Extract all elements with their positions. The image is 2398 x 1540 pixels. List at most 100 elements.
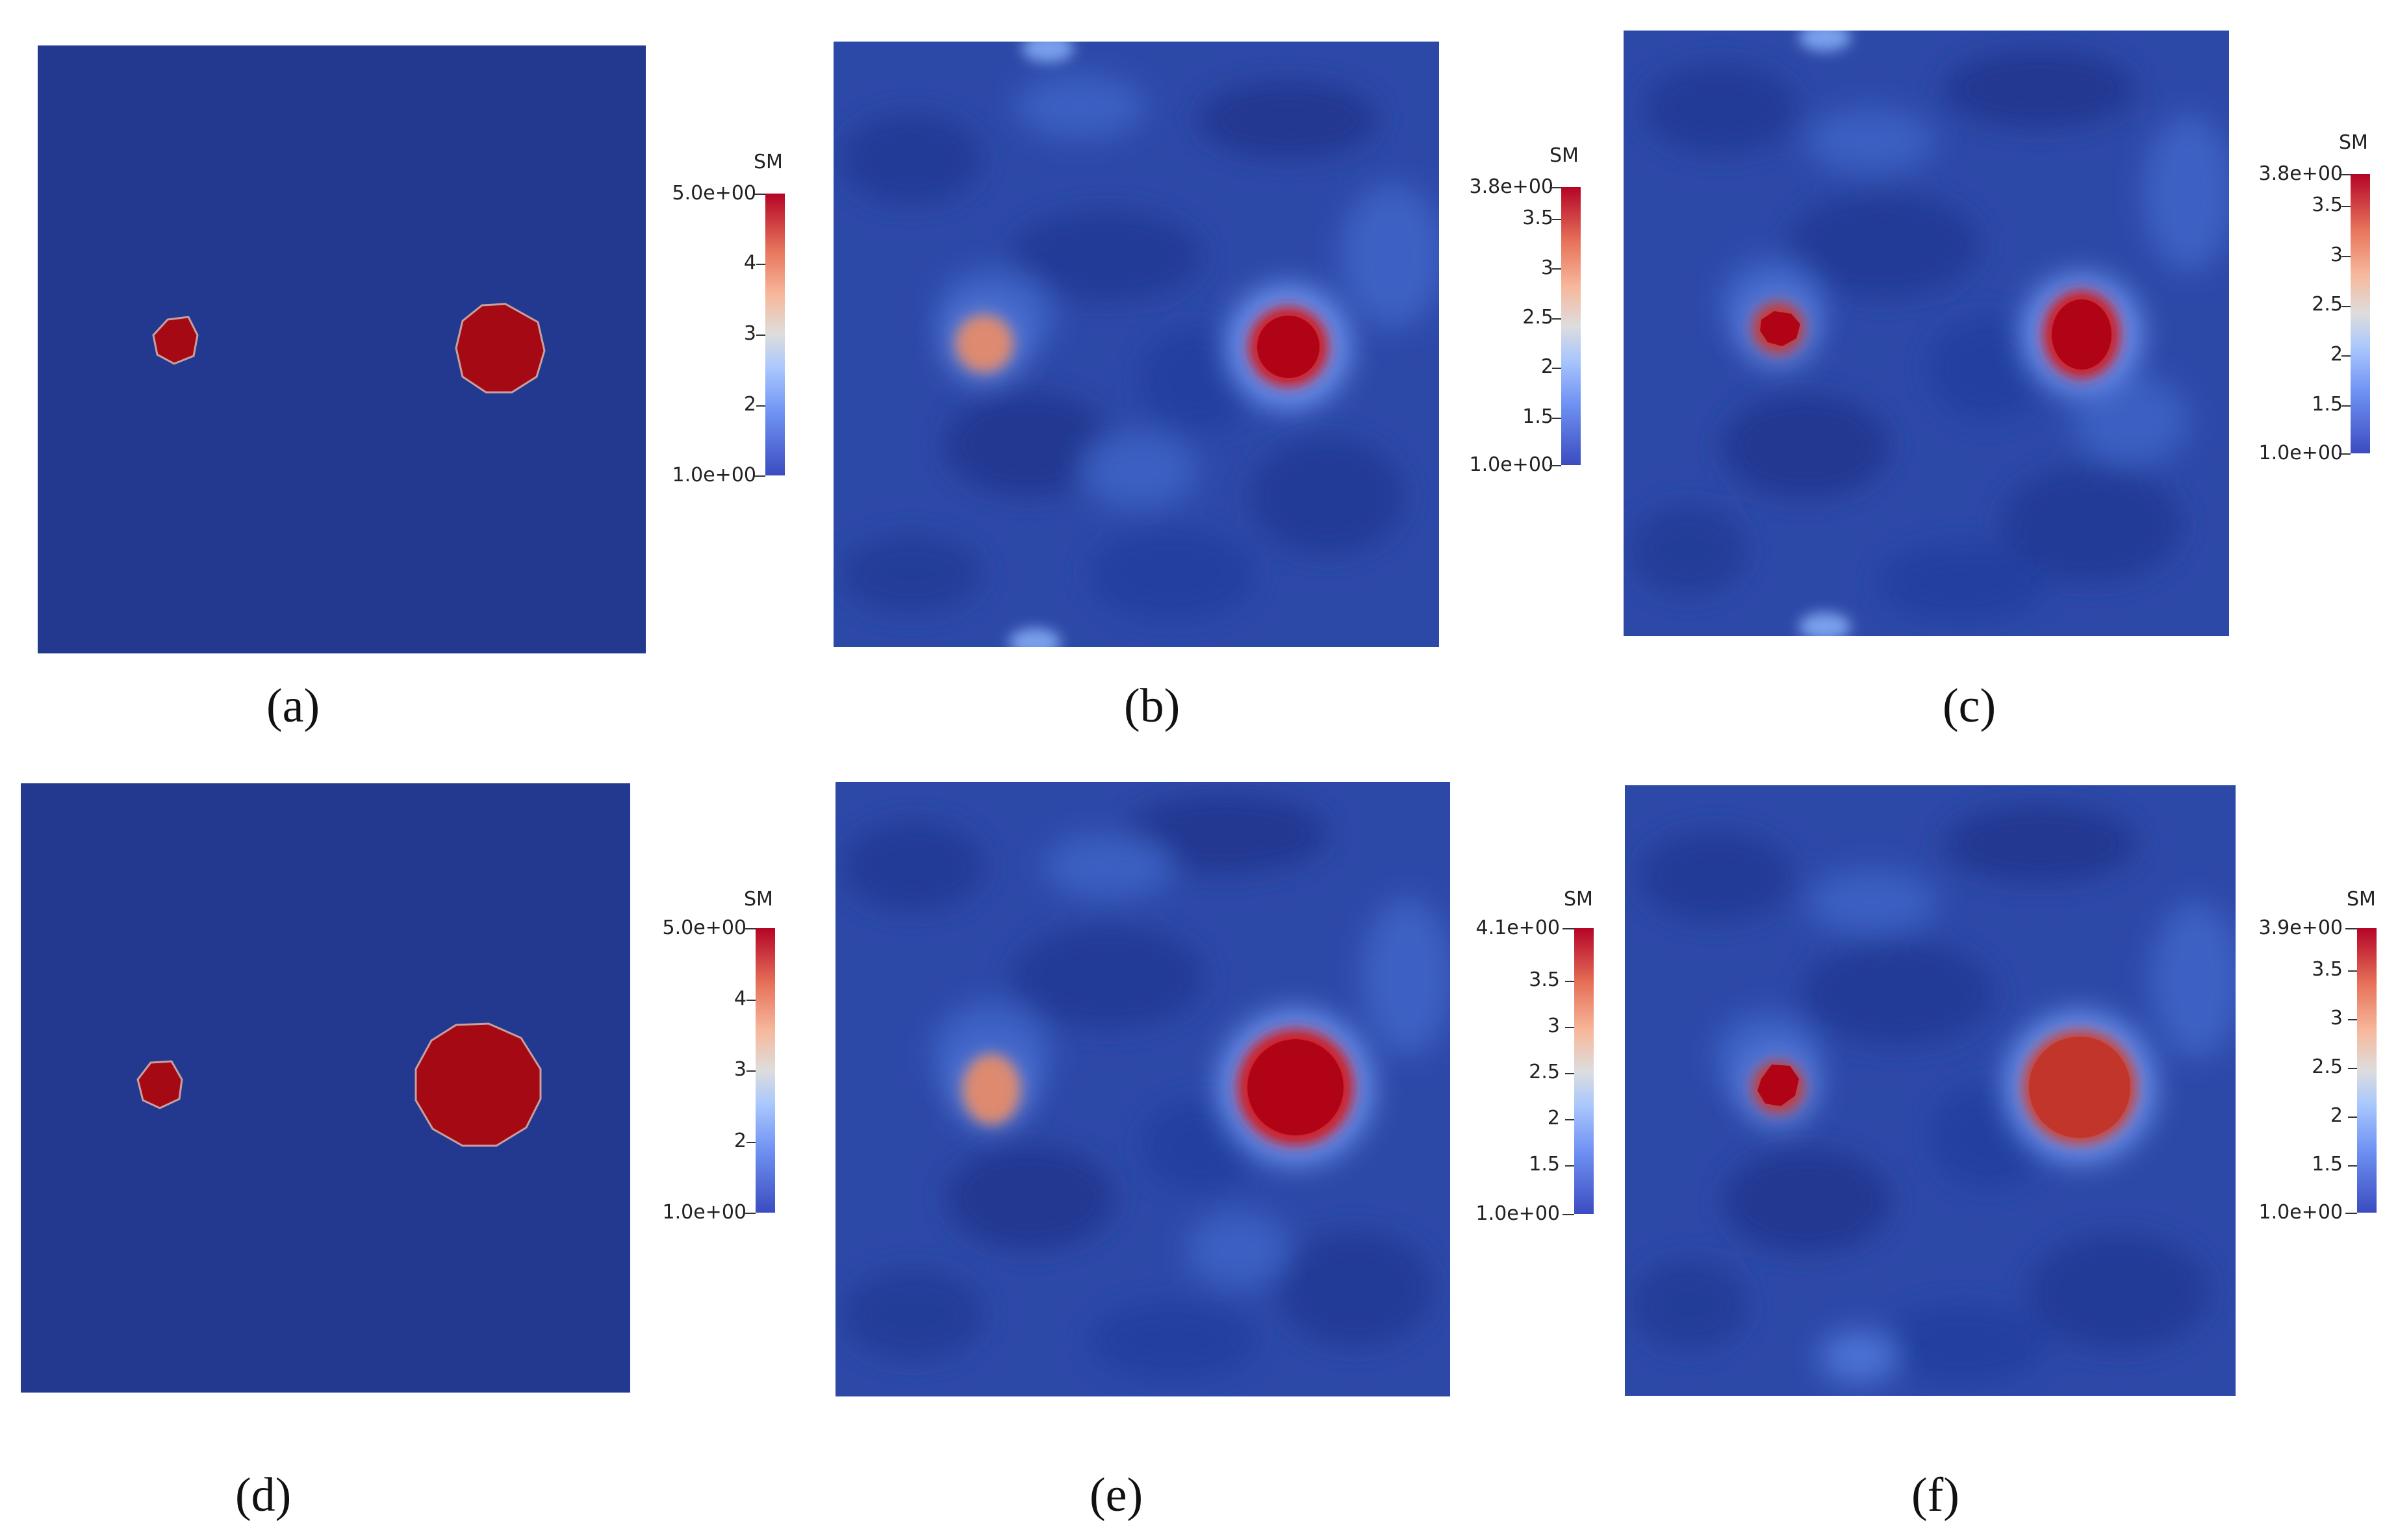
colorbar-max-label: 4.1e+00	[1475, 916, 1560, 939]
colorbar-b: SM 3.8e+00 3.5 3 2.5 2 1.5 1.0e+00	[1459, 143, 1601, 476]
inclusion-small	[152, 316, 199, 365]
colorbar-tick-mark	[754, 194, 765, 195]
colorbar-e: SM 4.1e+00 3.5 3 2.5 2 1.5 1.0e+00	[1465, 887, 1608, 1225]
colorbar-tick-label: 2.5	[2312, 1055, 2343, 1078]
colorbar-tick-label: 3.5	[2312, 194, 2343, 216]
caption-f: (f)	[1911, 1469, 1959, 1522]
colorbar-min-label: 1.0e+00	[662, 1201, 746, 1224]
colorbar-tick-mark	[2341, 355, 2351, 357]
inclusion-large	[415, 1022, 542, 1147]
field-plot-d	[21, 783, 630, 1393]
colorbar-tick-mark	[2348, 970, 2357, 972]
colorbar-tick-label: 2	[733, 1130, 746, 1152]
colorbar-tick-label: 1.5	[1529, 1153, 1560, 1176]
colorbar-tick-mark	[746, 1000, 756, 1001]
colorbar-tick-mark	[756, 264, 765, 265]
colorbar-tick-mark	[746, 1070, 756, 1072]
colorbar-tick-mark	[754, 475, 765, 477]
colorbar-tick-label: 2.5	[1529, 1061, 1560, 1083]
colorbar-tick-label: 3	[1540, 257, 1553, 279]
colorbar-tick-label: 2.5	[1522, 306, 1553, 329]
inclusion-small	[136, 1060, 183, 1109]
colorbar-tick-label: 1.5	[2312, 1153, 2343, 1176]
colorbar-max-label: 3.8e+00	[1469, 175, 1553, 198]
colorbar-tick-mark	[2341, 405, 2351, 407]
colorbar-tick-label: 3	[2330, 1007, 2343, 1029]
colorbar-tick-mark	[1565, 1073, 1574, 1074]
colorbar-tick-mark	[744, 1213, 756, 1214]
colorbar-f: SM 3.9e+00 3.5 3 2.5 2 1.5 1.0e+00	[2249, 887, 2392, 1224]
caption-c: (c)	[1943, 679, 1996, 733]
colorbar-tick-label: 3	[1547, 1015, 1560, 1037]
colorbar-tick-label: 3	[743, 322, 756, 345]
colorbar-title: SM	[2347, 888, 2376, 911]
colorbar-tick-mark	[2348, 1117, 2357, 1118]
colorbar-tick-mark	[744, 928, 756, 929]
colorbar-a: SM 5.0e+00 4 3 2 1.0e+00	[650, 149, 806, 487]
colorbar-min-label: 1.0e+00	[672, 464, 756, 486]
colorbar-tick-label: 3.5	[1529, 968, 1560, 991]
colorbar-title: SM	[754, 151, 783, 173]
colorbar-tick-mark	[1552, 368, 1561, 369]
colorbar-tick-label: 2	[2330, 1104, 2343, 1127]
colorbar-strip	[756, 928, 775, 1213]
colorbar-tick-label: 3.5	[2312, 958, 2343, 981]
colorbar-strip	[765, 194, 785, 475]
colorbar-max-label: 3.8e+00	[2258, 162, 2343, 185]
field-plot-b	[834, 42, 1439, 647]
colorbar-tick-mark	[1552, 318, 1561, 320]
colorbar-tick-mark	[1565, 1119, 1574, 1120]
colorbar-tick-label: 4	[743, 251, 756, 274]
colorbar-tick-mark	[1563, 1214, 1574, 1215]
colorbar-tick-mark	[2348, 1165, 2357, 1167]
colorbar-tick-mark	[1565, 981, 1574, 982]
colorbar-title: SM	[2339, 131, 2368, 154]
field-plot-e	[835, 782, 1450, 1396]
caption-b: (b)	[1124, 679, 1180, 733]
colorbar-max-label: 5.0e+00	[662, 916, 746, 939]
colorbar-tick-label: 1.5	[1522, 405, 1553, 428]
colorbar-strip	[1561, 187, 1581, 465]
field-plot-c	[1624, 31, 2229, 636]
colorbar-tick-mark	[1552, 268, 1561, 270]
colorbar-tick-mark	[1565, 1027, 1574, 1028]
colorbar-tick-mark	[2348, 1019, 2357, 1020]
colorbar-c: SM 3.8e+00 3.5 3 2.5 2 1.5 1.0e+00	[2248, 130, 2391, 464]
colorbar-tick-mark	[2345, 1213, 2357, 1214]
colorbar-min-label: 1.0e+00	[1469, 453, 1553, 476]
colorbar-tick-label: 3	[2330, 244, 2343, 266]
colorbar-tick-mark	[1565, 1165, 1574, 1167]
colorbar-d: SM 5.0e+00 4 3 2 1.0e+00	[640, 887, 796, 1224]
colorbar-tick-mark	[1550, 465, 1561, 466]
colorbar-title: SM	[744, 888, 773, 911]
caption-e: (e)	[1090, 1469, 1143, 1522]
colorbar-strip	[1574, 928, 1594, 1214]
colorbar-max-label: 5.0e+00	[672, 182, 756, 205]
field-plot-a	[38, 45, 646, 653]
colorbar-tick-mark	[2345, 928, 2357, 929]
field-plot-f	[1625, 785, 2236, 1396]
colorbar-tick-mark	[1550, 187, 1561, 188]
colorbar-tick-mark	[2348, 1068, 2357, 1069]
colorbar-tick-mark	[2341, 306, 2351, 307]
colorbar-min-label: 1.0e+00	[1475, 1202, 1560, 1225]
colorbar-tick-label: 2	[743, 393, 756, 416]
colorbar-tick-label: 1.5	[2312, 393, 2343, 416]
colorbar-min-label: 1.0e+00	[2258, 1201, 2343, 1224]
colorbar-tick-mark	[2339, 174, 2351, 175]
colorbar-tick-mark	[2341, 206, 2351, 207]
colorbar-title: SM	[1564, 888, 1593, 911]
colorbar-max-label: 3.9e+00	[2258, 916, 2343, 939]
colorbar-strip	[2357, 928, 2377, 1213]
colorbar-tick-label: 2	[2330, 343, 2343, 366]
inclusion-large	[455, 303, 546, 394]
colorbar-tick-mark	[1552, 418, 1561, 419]
colorbar-tick-mark	[746, 1142, 756, 1143]
colorbar-tick-label: 2	[1540, 355, 1553, 378]
colorbar-tick-label: 2.5	[2312, 293, 2343, 316]
colorbar-tick-label: 3	[733, 1058, 746, 1081]
caption-d: (d)	[235, 1469, 292, 1522]
colorbar-tick-label: 2	[1547, 1107, 1560, 1130]
colorbar-tick-mark	[756, 405, 765, 407]
colorbar-tick-mark	[1563, 928, 1574, 929]
